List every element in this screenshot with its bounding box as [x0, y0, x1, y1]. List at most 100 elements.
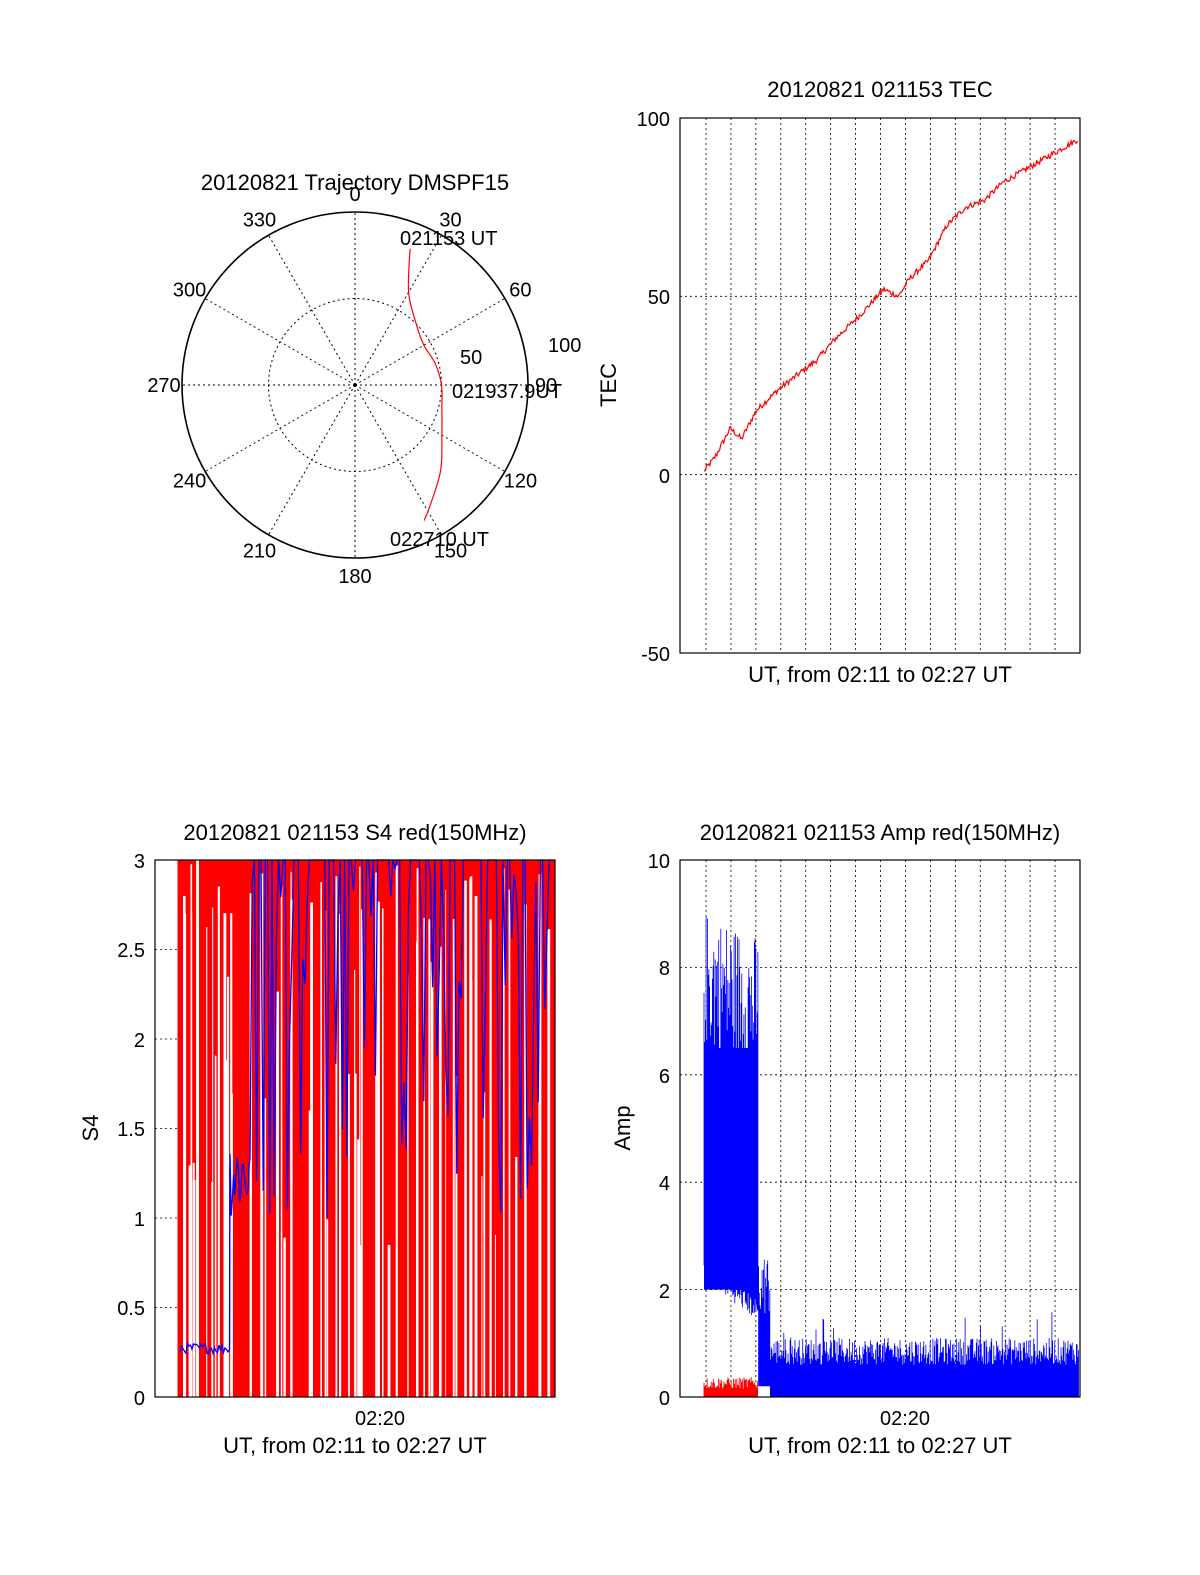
s4-red-gap-67: [464, 880, 467, 1397]
polar-angle-label-90: 90: [535, 375, 557, 397]
s4-red-gap-21: [357, 1139, 360, 1397]
s4-red-gap-42: [515, 1157, 518, 1397]
polar-angle-label-270: 270: [147, 375, 180, 397]
polar-outer-ring: [181, 211, 529, 559]
amp-xlabel: UT, from 02:11 to 02:27 UT: [748, 1433, 1012, 1458]
polar-spoke-120: [354, 384, 506, 472]
s4-red-gap-24: [192, 1179, 196, 1397]
amp-ytick-10: 10: [648, 851, 670, 873]
s4-red-gap-74: [283, 1237, 286, 1397]
polar-spoke-150: [354, 384, 442, 536]
s4-chart: 20120821 021153 S4 red(150MHz) 3 2.5 2 1…: [78, 820, 556, 1458]
s4-red-gap-52: [428, 919, 431, 1397]
s4-red-gap-20: [339, 903, 342, 1397]
s4-xtick-0220: 02:20: [355, 1408, 405, 1430]
s4-plot-frame: [154, 859, 556, 1398]
amp-title: 20120821 021153 Amp red(150MHz): [700, 820, 1060, 845]
s4-red-gap-7: [214, 1055, 217, 1397]
amp-xtick-0220: 02:20: [880, 1408, 930, 1430]
trajectory-line: [407, 248, 443, 521]
polar-angle-label-120: 120: [504, 471, 537, 493]
s4-red-gap-54: [226, 1213, 229, 1397]
amp-plot-frame: [679, 859, 1081, 1398]
s4-red-gap-72: [212, 907, 214, 1397]
polar-angle-label-330: 330: [243, 210, 276, 232]
s4-red-gap-28: [354, 1073, 357, 1397]
s4-red-fill: [178, 860, 555, 1397]
s4-red-gap-25: [483, 1092, 486, 1397]
polar-radial-label-50: 50: [460, 347, 482, 369]
s4-red-gap-15: [227, 976, 230, 1397]
amp-ytick-8: 8: [659, 958, 670, 980]
annotation-end-time: 022710 UT: [390, 529, 489, 551]
s4-ytick-2.5: 2.5: [117, 940, 145, 962]
s4-blue-series: [178, 859, 552, 1356]
s4-red-gap-29: [183, 895, 186, 1397]
s4-red-gap-51: [547, 929, 551, 1397]
tec-ytick-0: 0: [659, 466, 670, 488]
amp-ytick-4: 4: [659, 1173, 670, 1195]
polar-title: 20120821 Trajectory DMSPF15: [201, 170, 509, 195]
s4-red-gap-59: [452, 918, 455, 1397]
s4-red-gap-34: [474, 896, 478, 1397]
s4-red-gap-45: [310, 902, 313, 1397]
tec-series-line: [703, 138, 1079, 473]
s4-red-gap-43: [188, 1165, 192, 1397]
s4-red-gap-2: [280, 885, 283, 1397]
tec-grid: [680, 118, 1080, 653]
polar-angle-label-180: 180: [338, 566, 371, 588]
s4-red-gap-38: [489, 919, 492, 1397]
s4-ytick-1.5: 1.5: [117, 1119, 145, 1141]
s4-red-gap-55: [423, 917, 425, 1397]
tec-ytick-100: 100: [637, 109, 670, 131]
s4-red-gap-19: [260, 873, 264, 1397]
s4-red-gap-41: [407, 973, 409, 1397]
polar-spoke-300: [204, 298, 356, 386]
s4-red-gap-46: [264, 1098, 267, 1397]
s4-red-gap-13: [361, 909, 363, 1397]
s4-ytick-2: 2: [134, 1030, 145, 1052]
s4-red-series: [177, 859, 556, 1398]
s4-red-gap-11: [382, 908, 384, 1397]
tec-ylabel: TEC: [596, 363, 621, 407]
s4-red-gap-17: [206, 927, 208, 1397]
s4-xlabel: UT, from 02:11 to 02:27 UT: [223, 1433, 487, 1458]
amp-blue-trace: [703, 915, 1079, 1397]
s4-red-gap-63: [395, 865, 398, 1397]
s4-red-gap-65: [377, 901, 380, 1397]
tec-ytick-50: 50: [648, 287, 670, 309]
s4-red-gap-73: [290, 899, 293, 1397]
s4-red-gap-36: [190, 910, 193, 1397]
s4-red-gap-40: [230, 913, 233, 1397]
amp-chart: 20120821 021153 Amp red(150MHz) 10 8 6 4…: [610, 820, 1081, 1458]
annotation-start-time: 021153 UT: [400, 228, 497, 250]
polar-spoke-210: [268, 384, 356, 536]
s4-red-gap-61: [430, 961, 434, 1397]
amp-ytick-2: 2: [659, 1281, 670, 1303]
s4-red-gap-62: [469, 876, 473, 1397]
polar-spoke-330: [268, 234, 356, 386]
tec-xlabel: UT, from 02:11 to 02:27 UT: [748, 662, 1012, 687]
s4-red-gap-8: [348, 1074, 350, 1397]
s4-red-gap-1: [359, 866, 361, 1397]
annotation-mid-time: 021937.9UT: [452, 381, 562, 403]
tec-ytick-minus50: -50: [641, 644, 670, 666]
s4-ytick-0: 0: [134, 1388, 145, 1410]
s4-red-gap-10: [503, 868, 505, 1397]
amp-ytick-0: 0: [659, 1388, 670, 1410]
s4-ytick-1: 1: [134, 1209, 145, 1231]
s4-red-gap-66: [494, 1234, 496, 1397]
s4-red-gap-39: [481, 1175, 483, 1397]
s4-red-gap-60: [416, 868, 419, 1397]
amp-blue-series: [703, 915, 1079, 1397]
s4-red-gap-50: [445, 889, 447, 1397]
s4-red-gap-47: [335, 876, 338, 1397]
s4-title: 20120821 021153 S4 red(150MHz): [183, 820, 526, 845]
s4-red-gap-58: [326, 1219, 329, 1397]
tec-title: 20120821 021153 TEC: [767, 77, 993, 102]
s4-red-gap-70: [455, 1075, 458, 1397]
polar-spoke-240: [204, 384, 356, 472]
polar-angle-label-60: 60: [509, 280, 531, 302]
polar-trajectory-chart: 20120821 Trajectory DMSPF15 0 30 60 90 120 15…: [147, 170, 581, 588]
